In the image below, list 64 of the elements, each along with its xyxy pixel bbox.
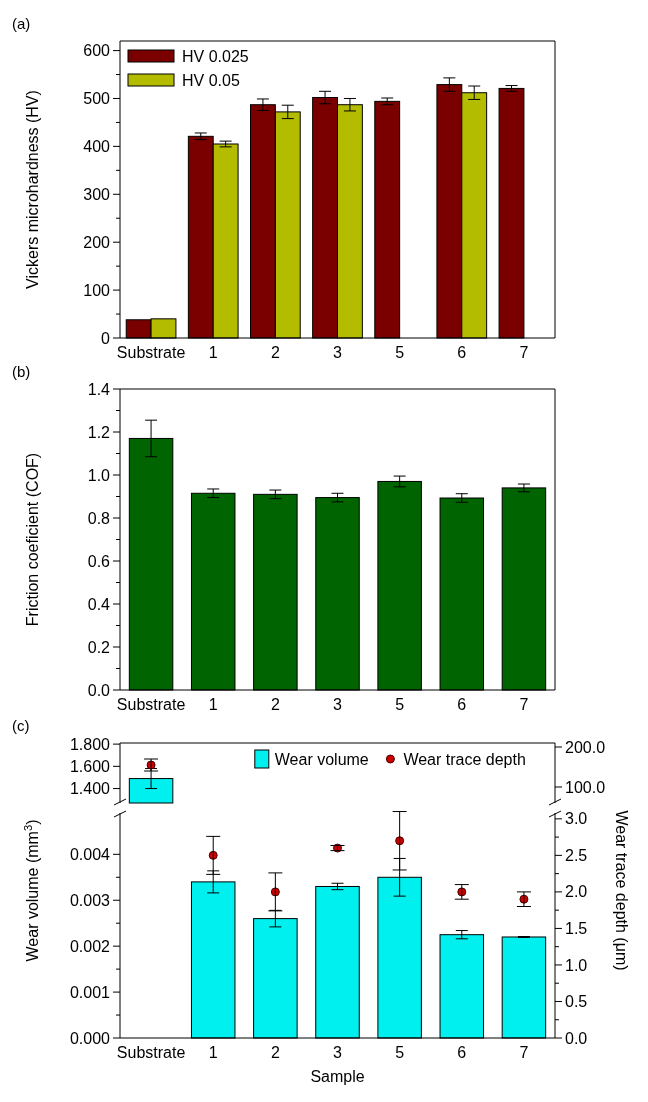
x-tick-label: 3 xyxy=(333,696,343,713)
x-tick-label: 7 xyxy=(519,696,529,713)
y2-tick-label: 2.5 xyxy=(565,846,588,864)
x-tick-label: 6 xyxy=(457,344,467,361)
y-tick-label: 0.003 xyxy=(69,891,111,909)
y2-axis-title: Wear trace depth (μm) xyxy=(613,810,630,971)
y2-tick-label: 1.5 xyxy=(565,920,588,938)
y-tick-label: 0.000 xyxy=(69,1029,111,1047)
y-tick-label: 0.002 xyxy=(69,937,111,955)
y-tick-label: 1.800 xyxy=(69,735,111,753)
y-tick-label: 0.0 xyxy=(87,681,111,699)
y2-tick-label: 0.0 xyxy=(565,1029,588,1047)
x-tick-label: 7 xyxy=(519,1044,529,1061)
y-tick-label: 300 xyxy=(83,185,111,203)
y-tick-label: 0.004 xyxy=(69,845,111,863)
y-tick-label: 1.400 xyxy=(69,780,111,798)
y-tick-label: 0.001 xyxy=(69,983,111,1001)
legend-label: HV 0.025 xyxy=(182,47,249,65)
x-tick-label: 2 xyxy=(270,1044,280,1061)
text: (a) xyxy=(12,15,31,32)
y-tick-label: 400 xyxy=(83,137,111,155)
y-tick-label: 100 xyxy=(83,281,111,299)
x-tick-label: 5 xyxy=(395,344,405,361)
x-tick-label: 6 xyxy=(457,696,467,713)
x-tick-label: 5 xyxy=(395,1044,405,1061)
text: (b) xyxy=(12,363,31,380)
y-tick-label: 1.0 xyxy=(87,466,111,484)
x-tick-label: Substrate xyxy=(116,344,186,361)
x-tick-label: 5 xyxy=(395,696,405,713)
y-tick-label: 0.8 xyxy=(87,509,111,527)
legend-label: HV 0.05 xyxy=(182,71,240,89)
y-axis-title: Vickers microhardness (HV) xyxy=(24,90,41,289)
y2-tick-label: 0.5 xyxy=(565,993,588,1011)
x-tick-label: 6 xyxy=(457,1044,467,1061)
text: (c) xyxy=(12,717,30,734)
x-tick-label: 2 xyxy=(270,696,280,713)
x-tick-label: 3 xyxy=(333,1044,343,1061)
y-tick-label: 600 xyxy=(83,42,111,60)
y-tick-label: 1.600 xyxy=(69,757,111,775)
y2-tick-label: 100.0 xyxy=(565,778,606,796)
x-tick-label: 1 xyxy=(208,696,218,713)
y2-tick-label: 1.0 xyxy=(565,956,588,974)
x-tick-label: 1 xyxy=(208,1044,218,1061)
legend-label: Wear trace depth xyxy=(403,750,526,768)
y2-tick-label: 2.0 xyxy=(565,883,588,901)
y2-tick-label: 3.0 xyxy=(565,810,588,828)
x-tick-label: Substrate xyxy=(116,696,186,713)
x-tick-label: 1 xyxy=(208,344,218,361)
y-tick-label: 0.4 xyxy=(87,595,111,613)
y-axis-title: Friction coeficient (COF) xyxy=(24,452,41,627)
y-tick-label: 0.6 xyxy=(87,552,111,570)
y2-tick-label: 200.0 xyxy=(565,738,606,756)
x-axis-title: Sample xyxy=(310,1068,365,1085)
y-tick-label: 200 xyxy=(83,233,111,251)
x-tick-label: 2 xyxy=(270,344,280,361)
y-tick-label: 0.2 xyxy=(87,638,111,656)
y-tick-label: 1.2 xyxy=(87,423,111,441)
y-tick-label: 500 xyxy=(83,90,111,108)
legend-label: Wear volume xyxy=(274,750,369,768)
x-tick-label: 7 xyxy=(519,344,529,361)
x-tick-label: 3 xyxy=(333,344,343,361)
y-tick-label: 1.4 xyxy=(87,380,111,398)
y-tick-label: 0 xyxy=(101,329,111,347)
x-tick-label: Substrate xyxy=(116,1044,186,1061)
